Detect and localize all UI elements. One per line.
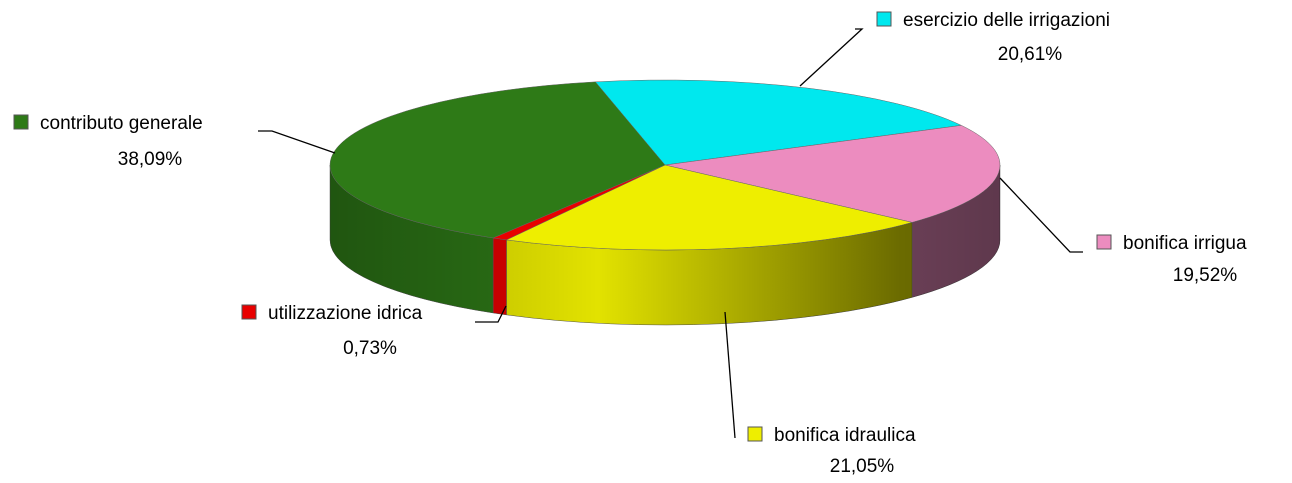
- leader-line: [999, 177, 1083, 253]
- slice-label: utilizzazione idrica: [268, 303, 423, 324]
- legend-marker: [1096, 234, 1112, 250]
- slice-label: esercizio delle irrigazioni: [903, 10, 1110, 31]
- slice-value-label: 0,73%: [343, 338, 397, 359]
- slice-side-shade: [493, 237, 507, 315]
- slice-value-label: 20,61%: [998, 44, 1063, 65]
- slice: [594, 79, 963, 166]
- slice-side-shade: [330, 165, 494, 313]
- legend-marker: [747, 426, 763, 442]
- slice-label: bonifica irrigua: [1123, 233, 1247, 254]
- leader-line: [258, 130, 336, 154]
- legend-marker: [241, 304, 257, 320]
- leader-line: [724, 311, 736, 439]
- legend-marker: [13, 114, 29, 130]
- slice: [505, 164, 913, 251]
- leader-line: [475, 305, 507, 323]
- slice-label: bonifica idraulica: [774, 425, 916, 446]
- legend-marker: [876, 11, 892, 27]
- leader-line: [799, 28, 864, 87]
- slice-label: contributo generale: [40, 113, 203, 134]
- slice-value-label: 38,09%: [118, 149, 183, 170]
- slice: [329, 81, 666, 239]
- slice-value-label: 19,52%: [1173, 265, 1238, 286]
- slice-value-label: 21,05%: [830, 456, 895, 477]
- slice: [664, 125, 1001, 223]
- slice-side-shade: [912, 165, 1000, 298]
- slice-side-shade: [506, 222, 913, 325]
